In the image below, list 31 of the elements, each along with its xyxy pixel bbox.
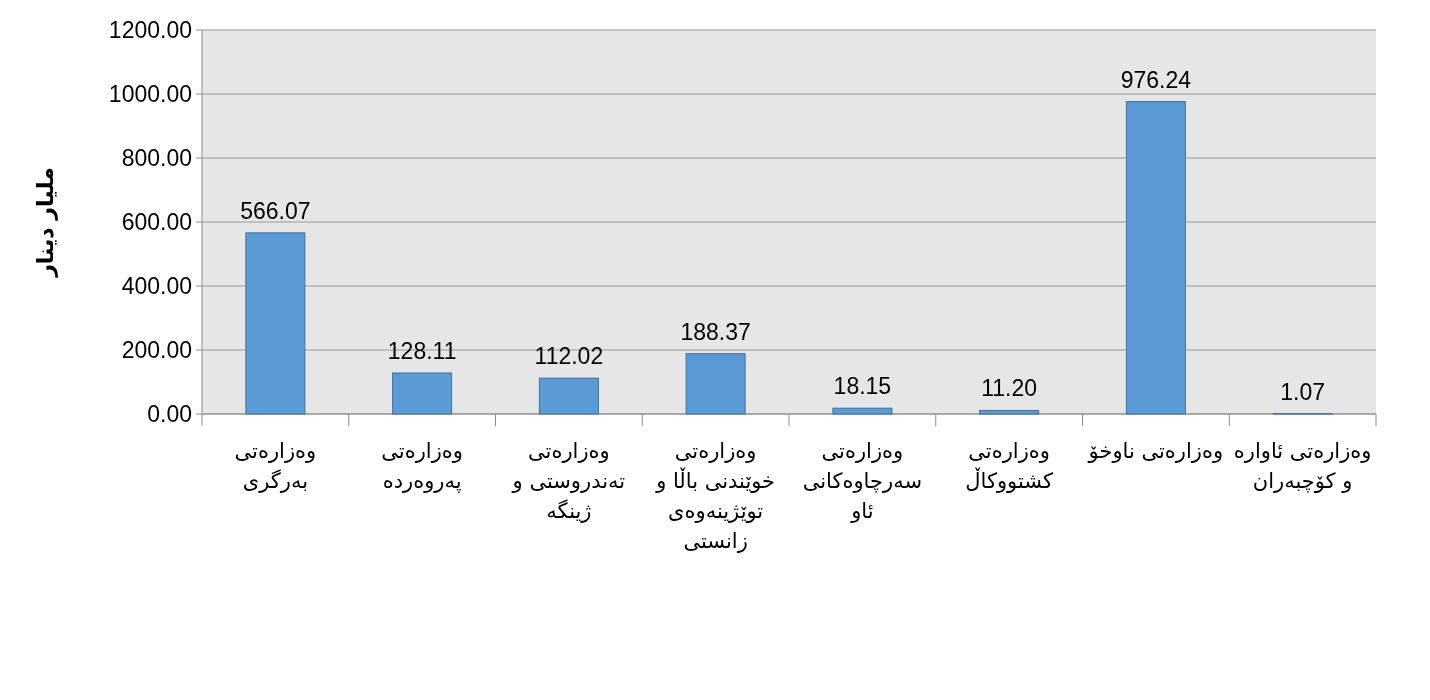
- bar: [245, 232, 306, 415]
- y-tick-label: 400.00: [121, 273, 192, 299]
- x-tick-label: وەزارەتی ناوخۆ: [1086, 438, 1225, 465]
- data-label: 112.02: [534, 343, 604, 370]
- y-tick-label: 1200.00: [108, 17, 192, 43]
- data-label: 566.07: [240, 197, 311, 224]
- y-tick-label: 800.00: [121, 145, 192, 171]
- y-axis-title: ملیار دینار: [32, 167, 58, 277]
- data-label: 1.07: [1280, 378, 1326, 405]
- x-tick-label: وەزارەتی کشتووکاڵ: [964, 438, 1054, 495]
- data-label: 11.20: [981, 375, 1038, 402]
- bar: [832, 407, 893, 415]
- bar: [685, 353, 746, 415]
- x-tick-label: وەزارەتی تەندروستی و ژینگە: [510, 438, 627, 525]
- data-label: 128.11: [387, 338, 457, 364]
- x-tick-label: وەزارەتی سەرچاوەکانی ئاو: [801, 438, 923, 525]
- bar: [979, 409, 1040, 415]
- data-label: 188.37: [680, 318, 751, 345]
- y-tick-label: 1000.00: [108, 81, 192, 107]
- data-label: 18.15: [833, 373, 892, 400]
- bar: [392, 372, 453, 415]
- y-tick-label: 200.00: [121, 337, 192, 363]
- x-tick-label: وەزارەتی ئاوارە و کۆچبەران: [1232, 438, 1373, 495]
- x-tick-label: وەزارەتی بەرگری: [233, 438, 318, 495]
- x-tick-label: وەزارەتی خوێندنی باڵا و توێژینەوەی زانستی: [654, 438, 777, 555]
- data-label: 976.24: [1120, 66, 1192, 93]
- y-tick-label: 0.00: [147, 401, 192, 427]
- x-tick-label: وەزارەتی پەروەردە: [380, 438, 464, 495]
- bar: [1125, 101, 1186, 415]
- y-tick-label: 600.00: [121, 209, 192, 235]
- bar: [538, 377, 599, 415]
